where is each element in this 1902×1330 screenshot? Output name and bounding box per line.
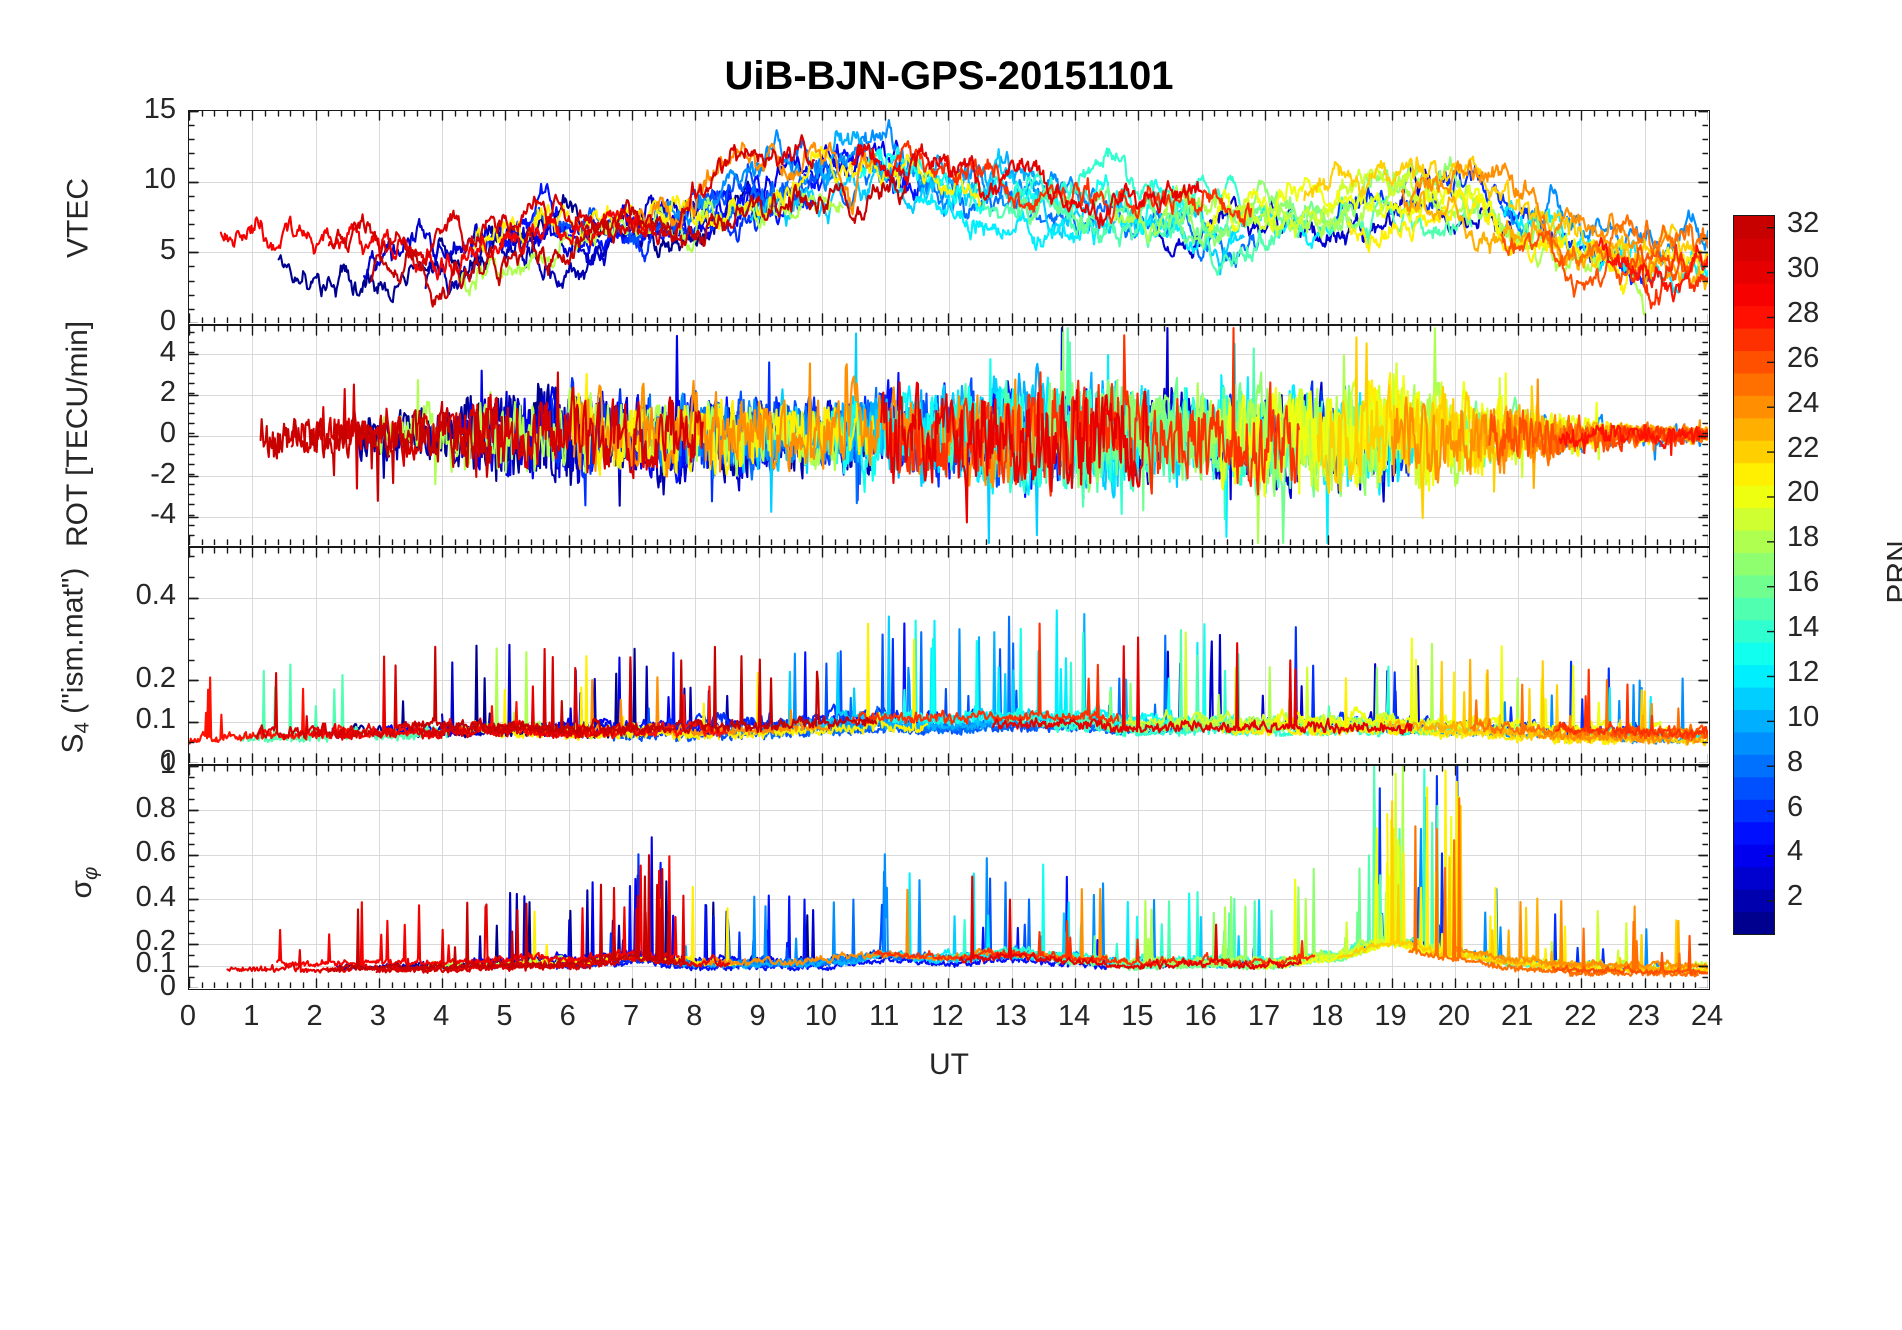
- panel-sigma-phi: [188, 765, 1710, 990]
- x-tick-label: 24: [1690, 1000, 1724, 1032]
- colorbar-tick-label: 8: [1787, 745, 1804, 778]
- colorbar-tick-label: 12: [1787, 655, 1820, 688]
- colorbar-tick-label: 32: [1787, 207, 1820, 240]
- x-tick-label: 15: [1121, 1000, 1154, 1032]
- x-tick-label: 10: [804, 1000, 838, 1032]
- x-tick-label: 7: [622, 1000, 640, 1032]
- y-tick-label: 0: [159, 304, 176, 337]
- colorbar-tick-label: 14: [1787, 611, 1820, 644]
- x-tick-label: 16: [1184, 1000, 1217, 1032]
- x-tick-label: 11: [869, 1000, 900, 1032]
- y-tick-label: 5: [159, 233, 176, 266]
- y-axis-label-rot: ROT [TECU/min]: [61, 320, 94, 547]
- x-tick-label: 4: [433, 1000, 450, 1032]
- colorbar-tick-label: 20: [1787, 476, 1820, 509]
- x-tick-label: 18: [1311, 1000, 1344, 1032]
- colorbar-tick-label: 30: [1787, 252, 1820, 285]
- y-tick-label: 15: [143, 92, 176, 125]
- colorbar-tick-label: 26: [1787, 341, 1820, 374]
- y-tick-label: 10: [143, 163, 176, 196]
- x-tick-label: 0: [179, 1000, 197, 1032]
- y-tick-label: -2: [150, 457, 176, 490]
- panel-rot: [188, 325, 1710, 547]
- panel-vtec: [188, 110, 1710, 325]
- colorbar-label: PRN: [1881, 540, 1902, 604]
- x-tick-label: 17: [1247, 1000, 1281, 1032]
- y-tick-label: 0: [159, 744, 176, 777]
- y-tick-label: 2: [159, 376, 176, 409]
- y-tick-label: 0: [159, 969, 176, 1002]
- y-axis-label-vtec: VTEC: [61, 177, 94, 258]
- x-tick-label: 23: [1627, 1000, 1660, 1032]
- x-tick-label: 20: [1437, 1000, 1470, 1032]
- colorbar-prn: [1733, 215, 1775, 935]
- colorbar-tick-label: 2: [1787, 880, 1804, 913]
- y-tick-label: 0.6: [135, 836, 176, 869]
- figure-title: UiB-BJN-GPS-20151101: [724, 54, 1174, 98]
- y-axis-label-s4: S4 ("ism.mat"): [53, 552, 102, 770]
- s4-symbol: S4 ("ism.mat"): [56, 567, 94, 754]
- colorbar-tick-label: 10: [1787, 700, 1820, 733]
- y-tick-label: 1: [159, 747, 176, 780]
- colorbar-tick-label: 28: [1787, 296, 1820, 329]
- x-tick-label: 6: [559, 1000, 576, 1032]
- x-tick-label: 5: [496, 1000, 513, 1032]
- y-tick-label: 0.2: [135, 661, 176, 694]
- panel-s4: [188, 547, 1710, 765]
- x-tick-label: 12: [931, 1000, 964, 1032]
- y-axis-label-sigma-phi: σφ: [61, 770, 110, 995]
- x-tick-label: 22: [1564, 1000, 1597, 1032]
- y-tick-label: 0.1: [135, 703, 176, 736]
- y-tick-label: 0: [159, 417, 176, 449]
- x-axis-label: UT: [929, 1048, 969, 1081]
- y-tick-label: 0.2: [135, 925, 176, 958]
- x-tick-label: 1: [243, 1000, 260, 1032]
- x-tick-label: 2: [306, 1000, 323, 1032]
- y-tick-label: -4: [150, 498, 176, 531]
- x-tick-label: 3: [369, 1000, 386, 1032]
- sigma-phi-symbol: σφ: [64, 866, 102, 898]
- x-tick-label: 19: [1374, 1000, 1407, 1032]
- x-tick-label: 21: [1500, 1000, 1534, 1032]
- x-tick-label: 13: [994, 1000, 1027, 1032]
- y-tick-label: 0.1: [135, 947, 176, 980]
- colorbar-tick-label: 24: [1787, 386, 1820, 419]
- y-tick-label: 4: [159, 335, 176, 368]
- colorbar-tick-label: 22: [1787, 431, 1820, 464]
- colorbar-tick-label: 18: [1787, 521, 1820, 554]
- y-tick-label: 0.4: [135, 880, 176, 913]
- y-tick-label: 0.8: [135, 791, 176, 824]
- x-tick-label: 9: [749, 1000, 766, 1032]
- x-tick-label: 14: [1057, 1000, 1091, 1032]
- colorbar-tick-label: 4: [1787, 835, 1804, 868]
- colorbar-tick-label: 6: [1787, 790, 1804, 823]
- y-tick-label: 0.4: [135, 579, 176, 612]
- x-tick-label: 8: [686, 1000, 703, 1032]
- colorbar-tick-label: 16: [1787, 566, 1820, 599]
